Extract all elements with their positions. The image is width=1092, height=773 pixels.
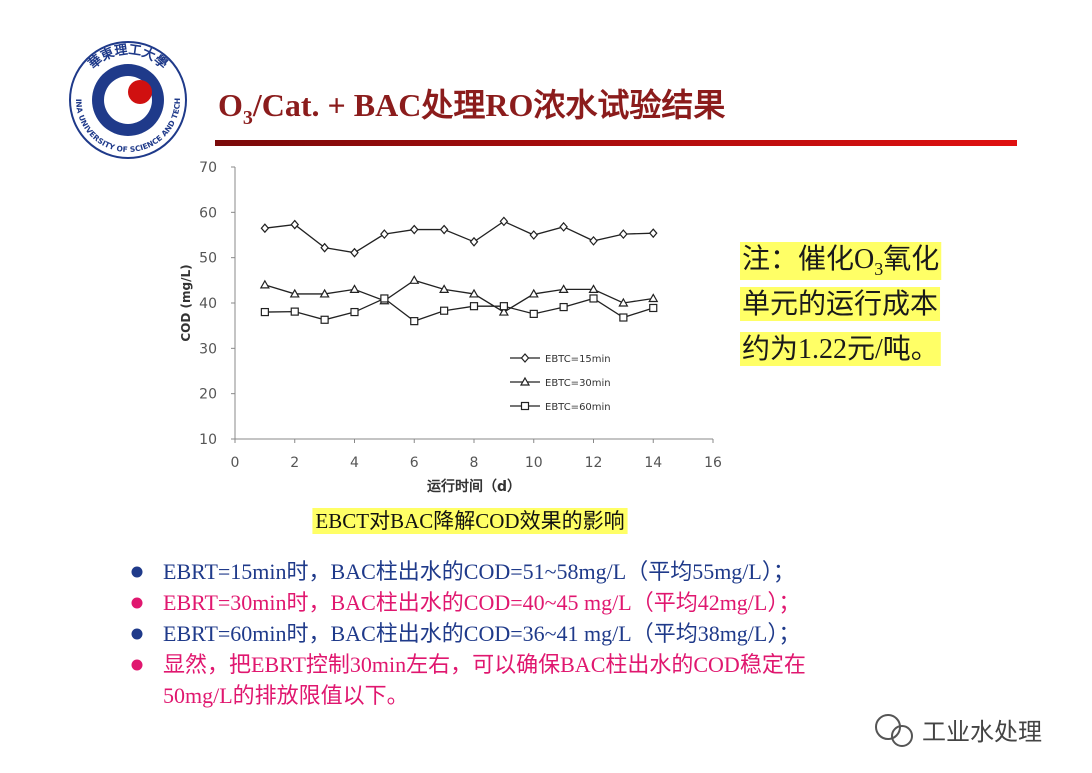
x-tick-label: 14 (644, 455, 662, 471)
marker (619, 229, 628, 240)
series-line (264, 279, 654, 313)
note-text: 注：催化O (742, 243, 874, 275)
chart: 10 20 30 40 50 60 70 0 2 4 6 8 10 12 14 16 运行时间（d） COD (m… (179, 160, 722, 534)
x-axis-label: 运行时间（d） (427, 478, 521, 495)
marker (589, 294, 598, 303)
marker (528, 288, 539, 298)
marker (259, 279, 270, 289)
watermark: 工业水处理 (875, 714, 1042, 747)
note-text: 氧化 (883, 243, 939, 275)
legend-marker (519, 376, 531, 386)
x-tick-label: 0 (231, 455, 240, 471)
legend-label: EBTC=60min (545, 402, 611, 413)
marker (350, 307, 359, 317)
marker (499, 216, 509, 227)
marker (618, 297, 629, 307)
watermark-text: 工业水处理 (922, 718, 1042, 746)
y-tick-label: 40 (199, 296, 217, 312)
y-tick-label: 60 (199, 205, 217, 221)
marker (409, 224, 419, 235)
bullet-dot (131, 566, 143, 578)
marker (469, 236, 479, 247)
marker (380, 294, 389, 303)
bullet-text: 50mg/L的排放限值以下。 (163, 683, 409, 708)
bullet-dot (131, 628, 143, 640)
note-line: 注：催化O3氧化 (742, 243, 939, 279)
series-line (264, 297, 654, 322)
marker (469, 302, 479, 311)
marker (409, 275, 420, 284)
y-tick-label: 20 (199, 387, 217, 403)
marker (649, 303, 658, 313)
x-tick-label: 16 (704, 455, 722, 471)
y-tick-label: 50 (199, 251, 217, 267)
marker (558, 284, 569, 293)
bullet-text: 显然，把EBRT控制30min左右，可以确保BAC柱出水的COD稳定在 (163, 652, 806, 677)
y-tick-label: 70 (199, 160, 217, 176)
marker (320, 315, 329, 324)
note-text: 单元的运行成本 (742, 288, 938, 320)
marker (319, 288, 330, 298)
marker (439, 284, 450, 293)
x-tick-label: 6 (410, 455, 419, 471)
marker (559, 221, 568, 232)
note-highlight (740, 242, 942, 280)
x-tick-label: 2 (290, 455, 299, 471)
caption-highlight (312, 508, 628, 534)
chart-caption: EBCT对BAC降解COD效果的影响 (315, 509, 624, 533)
marker (260, 307, 269, 317)
marker (290, 307, 299, 316)
marker (410, 317, 419, 326)
marker (498, 306, 509, 316)
marker (468, 288, 480, 298)
x-tick-label: 10 (525, 455, 543, 471)
bullet-text: EBRT=30min时，BAC柱出水的COD=40~45 mg/L（平均42mg… (163, 590, 800, 615)
marker (529, 309, 538, 318)
marker (559, 302, 568, 312)
legend-label: EBTC=15min (545, 354, 611, 365)
marker (289, 288, 300, 298)
marker (380, 229, 389, 240)
marker (260, 223, 270, 234)
note-highlight (740, 287, 941, 321)
note-line: 约为1.22元/吨。 (742, 333, 939, 365)
legend-label: EBTC=30min (545, 378, 611, 389)
series-line (264, 220, 654, 254)
slide-title: O3/Cat. + BAC处理RO浓水试验结果 (218, 87, 725, 129)
marker (320, 242, 329, 253)
marker (529, 230, 539, 240)
bullet-dot (131, 659, 143, 671)
y-tick-label: 10 (199, 432, 217, 448)
bullet-text: EBRT=15min时，BAC柱出水的COD=51~58mg/L（平均55mg/… (163, 559, 795, 584)
x-tick-label: 12 (585, 455, 603, 471)
marker (648, 228, 658, 239)
title-rule (215, 140, 1017, 146)
marker (619, 313, 628, 322)
marker (589, 235, 598, 246)
note-line: 单元的运行成本 (742, 288, 938, 320)
marker (349, 284, 360, 293)
note-highlight (740, 332, 941, 366)
marker (350, 247, 359, 258)
note-text: 约为1.22元/吨。 (742, 333, 939, 365)
marker (439, 224, 449, 235)
legend-marker (520, 401, 530, 411)
x-tick-label: 4 (350, 455, 359, 471)
y-tick-label: 30 (199, 341, 217, 357)
marker (648, 293, 659, 303)
marker (588, 284, 599, 293)
note-text: 3 (874, 259, 883, 279)
y-axis-label: COD (mg/L) (179, 264, 193, 341)
marker (440, 306, 449, 315)
bullet-dot (131, 597, 143, 609)
bullets: EBRT=15min时，BAC柱出水的COD=51~58mg/L（平均55mg/… (131, 559, 806, 708)
x-tick-label: 8 (470, 455, 479, 471)
legend-marker (520, 353, 530, 363)
marker (499, 302, 508, 311)
marker (290, 219, 300, 230)
bullet-text: EBRT=60min时，BAC柱出水的COD=36~41 mg/L（平均38mg… (163, 621, 800, 646)
